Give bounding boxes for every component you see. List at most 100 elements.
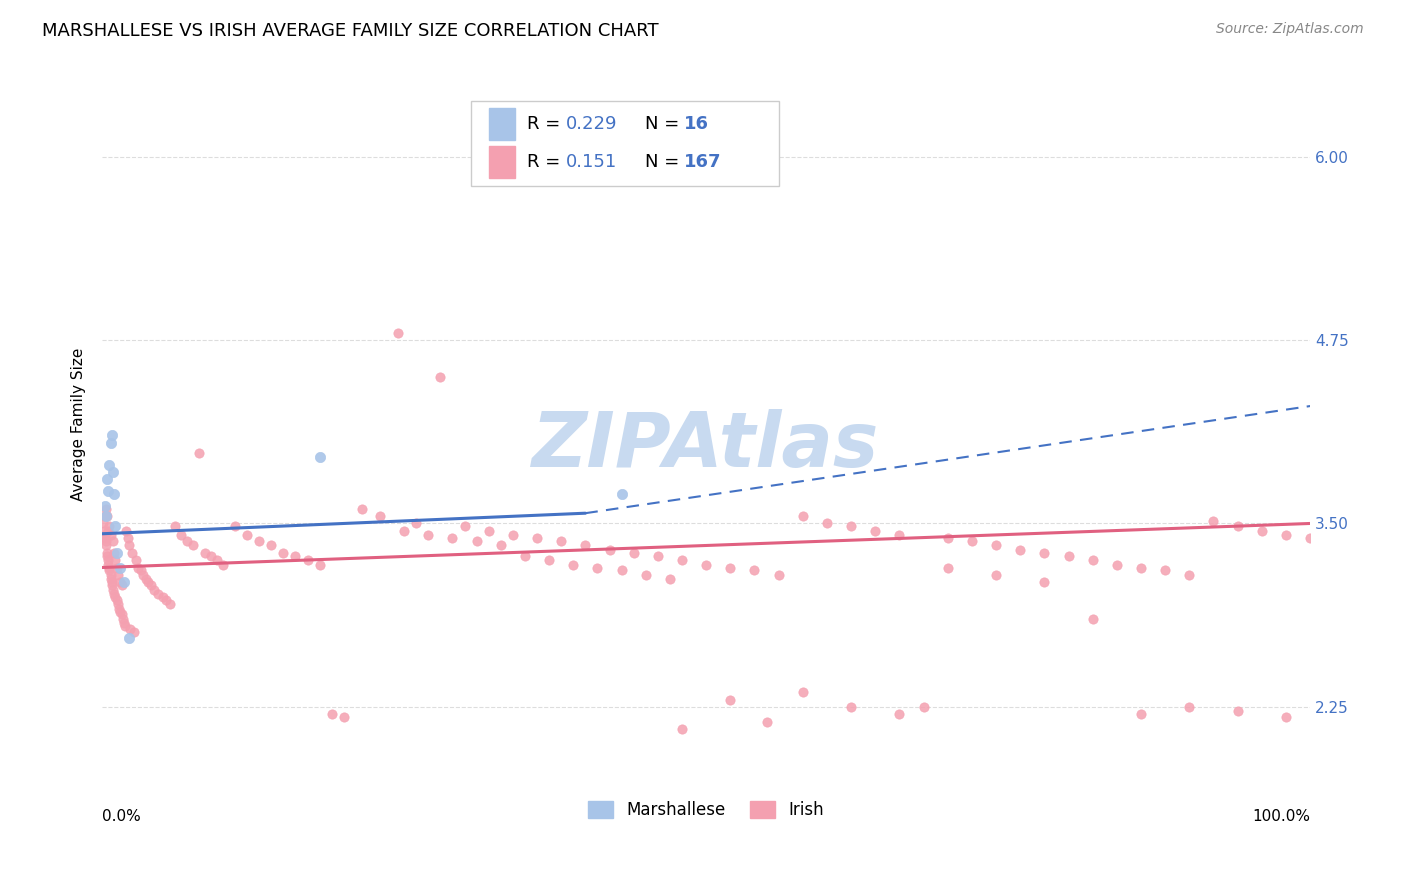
Point (574, 539, 596, 553)
Point (205, 553, 228, 567)
Point (321, 707, 343, 722)
Point (453, 519, 475, 533)
Text: N =: N = (644, 153, 685, 171)
Point (94, 509, 117, 524)
Point (152, 590, 174, 604)
Point (159, 597, 181, 611)
Point (405, 516, 427, 531)
Point (308, 450, 330, 465)
Point (350, 501, 373, 516)
Point (96, 472, 118, 486)
Point (118, 631, 141, 645)
Point (623, 546, 645, 560)
Point (1033, 575, 1056, 590)
Point (111, 612, 134, 626)
Point (513, 549, 536, 563)
Point (441, 531, 464, 545)
Point (93, 528, 115, 542)
Point (181, 539, 204, 553)
Point (247, 534, 270, 549)
Point (127, 560, 149, 574)
Point (93, 516, 115, 531)
Point (94, 501, 117, 516)
Point (96, 539, 118, 553)
Point (146, 587, 169, 601)
Point (93, 499, 115, 513)
Text: MARSHALLESE VS IRISH AVERAGE FAMILY SIZE CORRELATION CHART: MARSHALLESE VS IRISH AVERAGE FAMILY SIZE… (42, 22, 659, 40)
Point (1275, 528, 1298, 542)
Text: R =: R = (527, 115, 567, 134)
Point (176, 534, 198, 549)
Point (101, 578, 124, 592)
Point (100, 528, 122, 542)
Point (1178, 700, 1201, 714)
Text: 0.151: 0.151 (567, 153, 617, 171)
Point (984, 567, 1007, 582)
Text: 167: 167 (685, 153, 721, 171)
Point (1130, 560, 1153, 574)
Point (418, 528, 440, 542)
Point (671, 722, 693, 736)
Point (108, 601, 131, 615)
Point (94, 534, 117, 549)
Point (1202, 514, 1225, 528)
Point (98, 564, 121, 578)
Point (155, 592, 177, 607)
Point (104, 553, 127, 567)
Point (1057, 549, 1080, 563)
Point (110, 575, 132, 590)
Point (93, 524, 115, 538)
Point (101, 575, 124, 590)
Point (163, 519, 186, 533)
Point (194, 546, 217, 560)
Point (647, 549, 669, 563)
Point (550, 534, 572, 549)
Point (912, 700, 935, 714)
Point (936, 531, 959, 545)
Point (368, 509, 391, 524)
Point (110, 560, 132, 574)
Point (562, 558, 585, 572)
Point (333, 710, 356, 724)
Point (658, 572, 681, 586)
Point (236, 528, 259, 542)
Point (586, 560, 609, 574)
Text: 0.0%: 0.0% (103, 809, 141, 824)
Point (105, 592, 128, 607)
Text: 100.0%: 100.0% (1253, 809, 1310, 824)
Point (960, 534, 983, 549)
Point (118, 622, 141, 636)
Point (1250, 524, 1272, 538)
Point (1130, 707, 1153, 722)
Point (170, 528, 193, 542)
Point (110, 605, 132, 619)
Point (129, 564, 152, 578)
Point (634, 567, 657, 582)
Point (112, 616, 135, 631)
Point (100, 435, 122, 450)
Point (135, 572, 157, 586)
Point (101, 582, 124, 597)
Point (1178, 567, 1201, 582)
Point (755, 714, 778, 729)
Point (101, 534, 124, 549)
Point (100, 567, 122, 582)
Point (93, 509, 115, 524)
Point (502, 528, 524, 542)
Point (97, 484, 120, 499)
Point (103, 587, 125, 601)
Point (815, 516, 838, 531)
Text: Source: ZipAtlas.com: Source: ZipAtlas.com (1216, 22, 1364, 37)
Point (118, 539, 141, 553)
Point (114, 619, 136, 633)
Point (489, 539, 512, 553)
Point (103, 546, 125, 560)
Point (1081, 612, 1104, 626)
Point (1299, 531, 1322, 545)
Point (98, 458, 121, 472)
Point (695, 558, 717, 572)
Point (429, 369, 451, 384)
Point (107, 597, 129, 611)
Point (187, 446, 209, 460)
Point (98, 519, 121, 533)
